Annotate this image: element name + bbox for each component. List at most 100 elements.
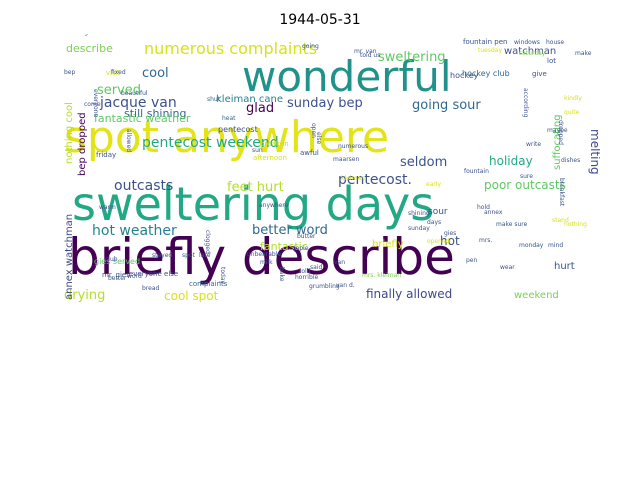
cloud-word: spot anywhere <box>64 112 389 163</box>
cloud-word: fantastic <box>260 240 308 253</box>
cloud-word: grumbling <box>309 283 340 290</box>
cloud-word: kleiman <box>341 175 365 182</box>
cloud-word: mind <box>548 242 563 249</box>
cloud-word: kleiman cane <box>216 94 283 105</box>
cloud-word: lot <box>547 57 556 65</box>
cloud-word: glad <box>246 101 274 116</box>
cloud-word: word <box>127 273 142 280</box>
cloud-word: mr. gies <box>102 271 130 279</box>
cloud-word: according <box>522 88 529 118</box>
cloud-word: shining <box>408 210 430 217</box>
cloud-word: fountain <box>464 168 489 175</box>
cloud-word: wonderful <box>242 52 452 101</box>
cloud-word: fantastic weather <box>94 112 191 125</box>
cloud-word: better word <box>252 223 328 238</box>
cloud-word: jacque van <box>99 95 177 111</box>
cloud-word: mr. van <box>354 48 377 55</box>
cloud-word: sure <box>520 173 533 180</box>
cloud-word: unbearable <box>247 251 281 258</box>
cloud-word: make <box>575 50 592 57</box>
cloud-word: heat <box>222 115 236 122</box>
cloud-word: briefly <box>372 239 404 250</box>
cloud-word: give <box>532 70 547 78</box>
cloud-word: make sure <box>496 221 528 228</box>
cloud-word: jopie <box>293 245 309 252</box>
cloud-word: maybe <box>547 127 568 134</box>
cloud-word: mrs. kleiman <box>362 272 401 279</box>
cloud-word: tuesday <box>478 47 502 54</box>
cloud-word: still shining <box>124 107 186 120</box>
cloud-word: everyone else <box>129 270 178 278</box>
cloud-word: anywhere <box>259 202 289 209</box>
cloud-word: weekend <box>514 290 559 301</box>
cloud-word: numerous complaints <box>144 39 317 58</box>
cloud-word: warm <box>99 204 116 211</box>
cloud-word: served <box>97 83 141 98</box>
cloud-word: briefly describe <box>68 228 455 286</box>
cloud-word: annex watchman <box>64 214 75 300</box>
cloud-word: today <box>219 267 226 285</box>
cloud-word: come <box>84 101 101 108</box>
cloud-word: warning <box>64 34 88 36</box>
cloud-word: pentecost <box>218 125 258 134</box>
cloud-word: complaints <box>189 280 228 288</box>
cloud-word: going <box>302 43 319 50</box>
cloud-word: saturday <box>519 50 546 57</box>
cloud-word: cool spot <box>164 289 219 302</box>
cloud-word: drying <box>64 288 105 302</box>
cloud-word: bread <box>142 285 160 292</box>
cloud-word: wear <box>500 264 515 271</box>
cloud-word: awful <box>300 149 319 157</box>
cloud-word: hot <box>440 234 460 248</box>
cloud-word: sunday <box>408 225 430 232</box>
cloud-word: cool <box>142 66 169 81</box>
cloud-word: told <box>299 268 311 275</box>
cloud-word: van d. <box>336 282 355 289</box>
cloud-word: else <box>315 132 322 144</box>
cloud-word: sunday bep <box>287 96 363 111</box>
cloud-word: house <box>546 39 564 46</box>
cloud-word: outcasts <box>114 178 173 194</box>
cloud-word: stand <box>552 217 569 224</box>
cloud-word: pentecost weekend <box>142 135 279 151</box>
cloud-word: suffocating <box>552 114 563 170</box>
cloud-word: poor outcasts <box>484 178 566 192</box>
cloud-word: dishes <box>561 157 580 164</box>
cloud-word: spot <box>182 252 196 259</box>
cloud-word: annex <box>484 209 503 216</box>
cloud-word: hurt <box>554 261 575 272</box>
cloud-word: milk <box>260 259 273 266</box>
cloud-word: finally allowed <box>366 287 452 301</box>
cloud-word: fountain pen <box>463 38 507 46</box>
cloud-word: holiday <box>489 154 533 168</box>
cloud-word: melting <box>588 129 600 175</box>
cloud-word: horrible <box>295 274 318 281</box>
cloud-word: hockey club <box>462 69 510 78</box>
cloud-word: monday <box>519 242 544 249</box>
cloud-word: describe <box>66 42 113 55</box>
cloud-word: early <box>426 181 442 188</box>
cloud-word: allowed <box>125 129 132 152</box>
cloud-word: hockey <box>450 71 479 80</box>
cloud-word: afternoon <box>253 154 287 162</box>
cloud-word: quite <box>564 109 580 116</box>
cloud-word: late <box>199 252 211 259</box>
cloud-word: pen <box>466 257 478 264</box>
cloud-word: beautiful <box>121 90 148 97</box>
cloud-word: opened <box>427 238 450 245</box>
cloud-word: shut <box>207 96 221 103</box>
cloud-word: better <box>108 275 127 282</box>
cloud-word: kindly <box>564 95 582 102</box>
cloud-word: nothing cool <box>64 102 75 164</box>
cloud-word: feet hurt <box>227 180 284 195</box>
cloud-word: hot weather <box>92 223 177 239</box>
cloud-word: break-in <box>260 140 289 148</box>
cloud-word: friday <box>96 151 116 159</box>
page-title: 1944-05-31 <box>279 12 361 28</box>
cloud-word: mrs. <box>479 237 492 244</box>
cloud-word: told us <box>360 52 380 59</box>
cloud-word: fixed <box>111 69 126 76</box>
cloud-word: maarsen <box>333 156 359 163</box>
cloud-word: visit <box>106 69 121 77</box>
word-cloud: briefly describe sweltering days spot anyw… <box>64 34 600 302</box>
